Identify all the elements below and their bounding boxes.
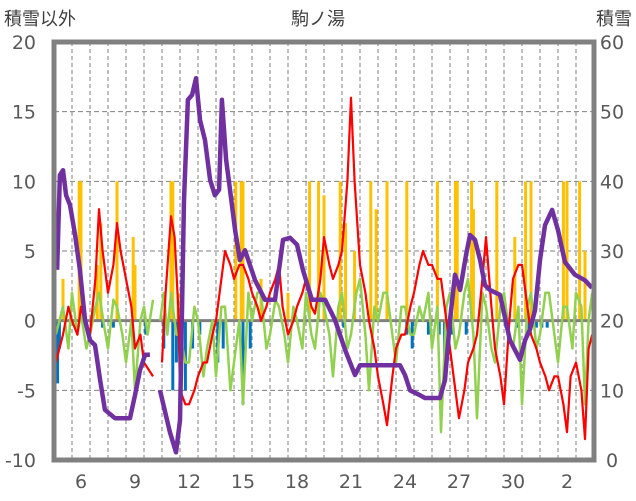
orange-bar	[565, 181, 569, 321]
blue-bar	[248, 320, 252, 349]
left-tick-label: 0	[24, 311, 36, 333]
orange-bar	[171, 181, 175, 321]
x-tick-label: 9	[129, 471, 141, 493]
orange-bar	[524, 181, 528, 321]
blue-bar	[464, 320, 468, 335]
series-red-line	[54, 96, 594, 441]
orange-bar	[369, 181, 373, 321]
left-tick-label: 15	[12, 102, 36, 124]
orange-bar	[353, 251, 357, 321]
left-axis-label: 積雪以外	[4, 9, 76, 30]
right-tick-label: 60	[600, 32, 624, 54]
series-lines	[54, 75, 594, 455]
orange-bar	[169, 181, 173, 321]
orange-bar	[239, 181, 243, 321]
right-tick-label: 0	[606, 450, 618, 472]
orange-bar	[61, 278, 65, 321]
blue-bar	[183, 320, 187, 391]
orange-bar	[131, 237, 135, 321]
orange-bar	[470, 181, 474, 321]
orange-bar	[317, 181, 321, 321]
left-tick-label: -5	[17, 380, 36, 402]
blue-bar	[534, 320, 538, 328]
x-tick-label: 6	[75, 471, 87, 493]
left-tick-label: 10	[12, 171, 36, 193]
series-snow-line	[54, 75, 594, 455]
orange-bar	[115, 181, 119, 321]
right-tick-label: 20	[600, 311, 624, 333]
orange-bar	[435, 181, 439, 321]
chart-title: 駒ノ湯	[291, 9, 345, 30]
blue-bar	[221, 320, 225, 349]
series-green-line	[54, 277, 594, 434]
blue-bar	[426, 320, 430, 335]
right-axis-label: 積雪	[596, 9, 632, 30]
right-tick-label: 30	[600, 241, 624, 263]
orange-bar	[322, 195, 326, 321]
orange-bar	[338, 181, 342, 321]
orange-bar	[374, 209, 378, 321]
orange-bar	[79, 181, 83, 321]
blue-bar	[57, 320, 61, 349]
right-tick-label: 10	[600, 380, 624, 402]
x-tick-label: 2	[561, 471, 573, 493]
x-tick-label: 27	[447, 471, 471, 493]
blue-bar	[545, 320, 549, 328]
orange-bar	[234, 181, 238, 321]
x-tick-label: 15	[231, 471, 255, 493]
x-tick-label: 24	[393, 471, 417, 493]
left-tick-label: 5	[24, 241, 36, 263]
orange-bar	[99, 223, 103, 321]
x-tick-label: 21	[339, 471, 363, 493]
right-tick-label: 40	[600, 171, 624, 193]
blue-bar	[171, 320, 175, 391]
orange-bar	[405, 181, 409, 321]
orange-bar	[453, 181, 457, 321]
blue-bar	[174, 320, 178, 363]
orange-bar	[95, 264, 99, 321]
plot-frame	[51, 39, 597, 463]
x-tick-label: 18	[285, 471, 309, 493]
blue-bar	[111, 320, 115, 328]
orange-bar	[455, 181, 459, 321]
orange-bar	[385, 181, 389, 321]
orange-bar	[308, 181, 312, 321]
left-tick-label: -10	[5, 450, 36, 472]
left-tick-label: 20	[12, 32, 36, 54]
orange-bar	[495, 181, 499, 321]
orange-bar	[583, 251, 587, 321]
x-tick-label: 12	[177, 471, 201, 493]
tick-labels: -10 -5 0 5 10 15 20 0 10 20 30 40 50 60 6 9 12 15 18 21 24 27…	[5, 32, 624, 493]
orange-bar	[344, 223, 348, 321]
orange-bar	[578, 181, 582, 321]
orange-bar	[133, 264, 137, 321]
x-tick-label: 30	[501, 471, 525, 493]
right-tick-label: 50	[600, 102, 624, 124]
orange-bar	[471, 209, 475, 321]
blue-bar	[241, 320, 245, 405]
orange-bar	[286, 292, 290, 321]
orange-bar	[529, 181, 533, 321]
orange-bar	[513, 237, 517, 321]
blue-bar	[450, 320, 454, 335]
